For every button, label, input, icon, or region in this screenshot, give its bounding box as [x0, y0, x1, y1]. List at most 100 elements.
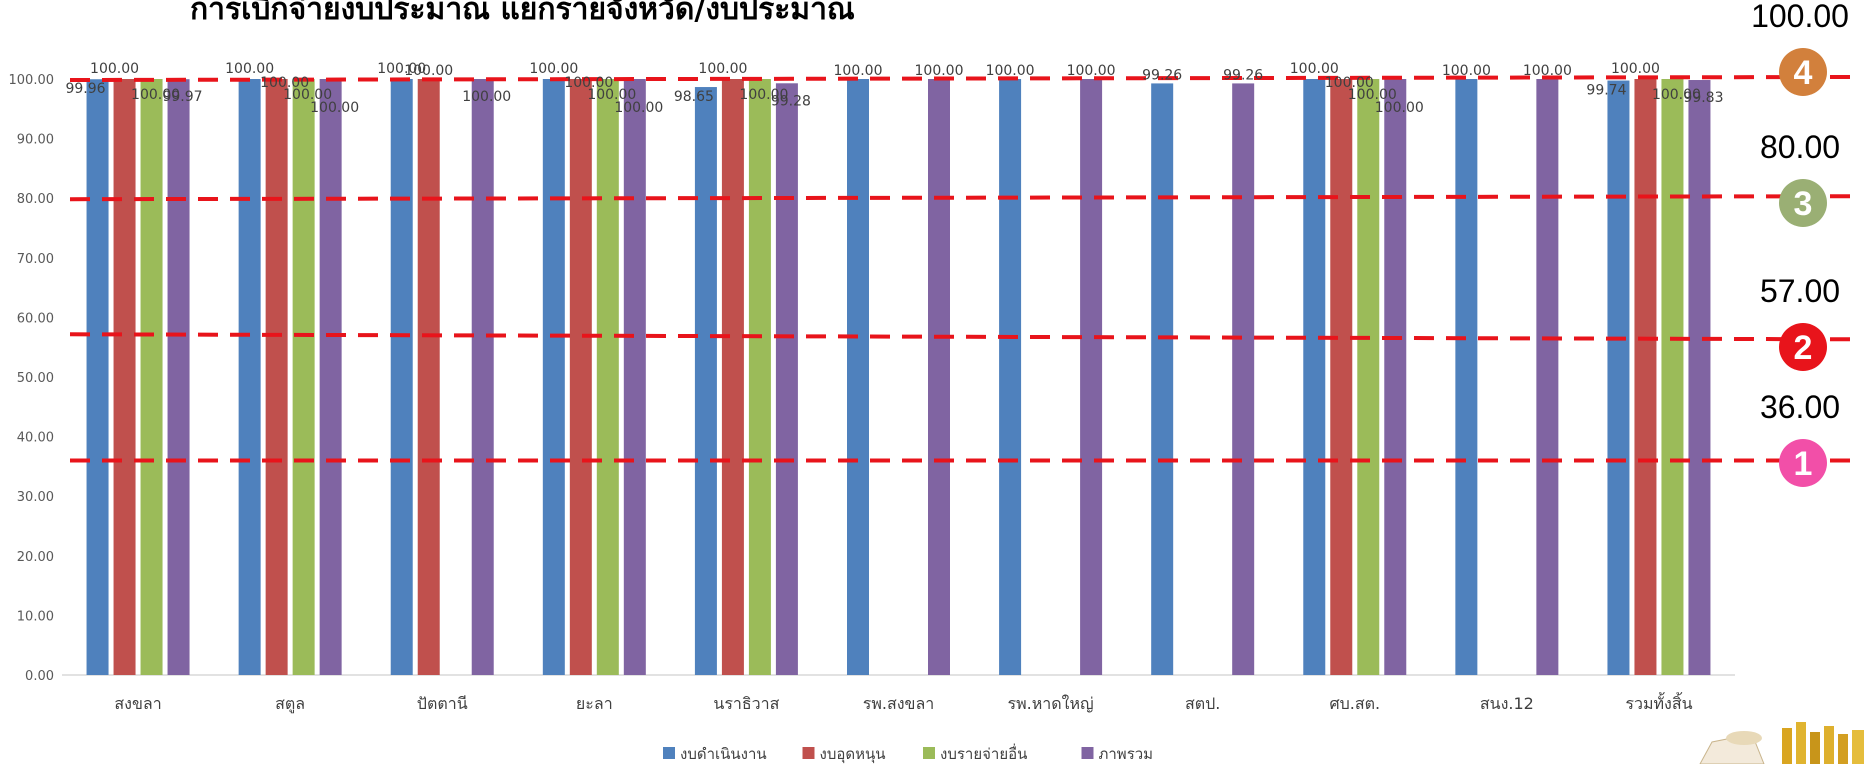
bar — [1661, 79, 1684, 675]
legend-swatch — [802, 747, 815, 759]
bar — [1455, 79, 1478, 675]
data-label: 100.00 — [1067, 63, 1116, 79]
data-label: 99.26 — [1223, 67, 1263, 83]
bar — [999, 79, 1022, 675]
bar — [1151, 83, 1174, 675]
target-levels: 100.00 4 80.00 3 57.00 2 36.00 1 — [1751, 0, 1849, 487]
legend-label: งบอุดหนุน — [820, 745, 886, 764]
target-level-value: 80.00 — [1760, 129, 1840, 165]
data-label: 99.97 — [162, 89, 202, 105]
data-label: 100.00 — [260, 75, 309, 91]
target-level-badge — [1779, 439, 1827, 487]
data-label: 100.00 — [377, 61, 426, 77]
bar — [1536, 79, 1559, 675]
legend-label: ภาพรวม — [1099, 745, 1154, 763]
target-line — [69, 75, 1851, 82]
category-label: รพ.สงขลา — [863, 694, 935, 713]
y-tick-label: 50.00 — [17, 371, 54, 386]
axis-layer: 0.00 10.00 20.00 30.00 40.00 50.00 60.00 70.00 8… — [9, 73, 1735, 714]
bar — [775, 83, 798, 675]
category-label: สตูล — [275, 694, 305, 714]
data-label: 98.65 — [674, 89, 714, 105]
y-tick-label: 20.00 — [17, 550, 54, 565]
y-tick-label: 0.00 — [25, 669, 54, 684]
y-tick-label: 30.00 — [17, 490, 54, 505]
target-level-number: 4 — [1794, 54, 1813, 92]
target-level-value: 100.00 — [1751, 0, 1849, 34]
data-label: 99.26 — [1142, 67, 1182, 83]
bar — [694, 87, 717, 675]
category-label: รวมทั้งสิ้น — [1625, 692, 1692, 713]
bar — [238, 79, 261, 675]
bar — [1688, 80, 1711, 676]
bar — [1080, 79, 1103, 675]
data-label: 100.00 — [1290, 61, 1339, 77]
y-tick-label: 10.00 — [17, 609, 54, 624]
data-label: 100.00 — [462, 89, 511, 105]
bar — [1330, 79, 1353, 675]
bar — [417, 79, 440, 675]
target-line — [69, 332, 1851, 342]
data-label: 100.00 — [986, 63, 1035, 79]
data-label: 100.00 — [1523, 63, 1572, 79]
target-level-value: 57.00 — [1760, 273, 1840, 309]
category-label: รพ.หาดใหญ่ — [1008, 694, 1094, 713]
data-label: 100.00 — [834, 63, 883, 79]
bar — [847, 79, 869, 675]
bar — [542, 79, 565, 675]
bar — [928, 79, 950, 675]
bar — [1303, 79, 1326, 675]
bar — [390, 79, 413, 675]
bar — [1357, 79, 1380, 675]
bar — [140, 79, 163, 675]
target-level-value: 36.00 — [1760, 389, 1840, 425]
data-label: 100.00 — [90, 61, 139, 77]
bar — [167, 79, 190, 675]
data-label: 100.00 — [915, 63, 964, 79]
legend-label: งบรายจ่ายอื่น — [940, 743, 1027, 763]
bar — [748, 79, 771, 675]
data-label: 100.00 — [587, 87, 636, 103]
target-level-badge — [1779, 48, 1827, 96]
data-label: 100.00 — [1442, 63, 1491, 79]
category-label: สงขลา — [114, 694, 161, 713]
data-label: 100.00 — [1348, 87, 1397, 103]
bar — [113, 79, 136, 675]
legend-swatch — [923, 747, 935, 759]
bar — [721, 79, 744, 675]
y-tick-label: 60.00 — [17, 311, 54, 326]
data-label: 100.00 — [1325, 75, 1374, 91]
data-label: 100.00 — [698, 61, 747, 77]
data-label: 100.00 — [404, 63, 453, 79]
y-tick-label: 80.00 — [17, 192, 54, 207]
bars-layer — [86, 79, 1711, 676]
data-label: 100.00 — [310, 100, 359, 116]
legend-swatch — [1081, 747, 1094, 759]
legend-swatch — [663, 747, 675, 759]
y-tick-label: 70.00 — [17, 252, 54, 267]
data-label: 99.28 — [771, 93, 811, 109]
bar — [265, 79, 288, 675]
data-label: 100.00 — [1611, 61, 1660, 77]
target-level-badge — [1779, 323, 1827, 371]
bar — [292, 79, 315, 675]
category-label: สตป. — [1185, 694, 1220, 713]
bar — [1232, 83, 1255, 675]
legend: งบดำเนินงาน งบอุดหนุน งบรายจ่ายอื่น ภาพรวม — [663, 743, 1153, 764]
data-label: 100.00 — [529, 61, 578, 77]
data-label: 99.74 — [1586, 83, 1626, 99]
data-label: 100.00 — [739, 87, 788, 103]
bar — [319, 79, 342, 675]
y-tick-label: 90.00 — [17, 133, 54, 148]
money-bag-illustration — [1699, 722, 1864, 764]
bar — [596, 79, 619, 675]
bar — [86, 79, 109, 675]
y-tick-label: 100.00 — [9, 73, 55, 88]
category-label: สนง.12 — [1480, 694, 1534, 713]
target-level-number: 1 — [1794, 445, 1813, 483]
category-label: นราธิวาส — [713, 694, 779, 713]
data-label: 99.96 — [65, 81, 105, 97]
data-label: 100.00 — [614, 100, 663, 116]
bar — [1607, 80, 1630, 675]
